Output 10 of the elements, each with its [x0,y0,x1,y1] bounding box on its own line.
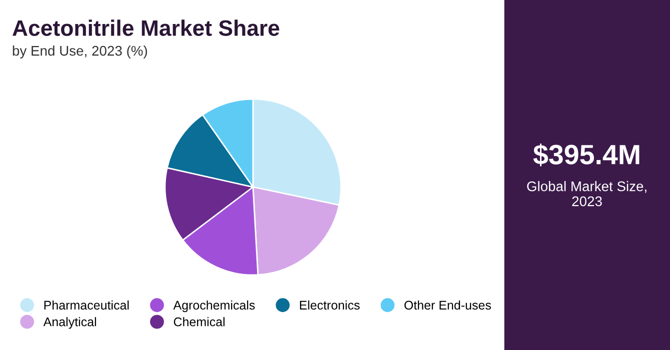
legend-label: Chemical [174,317,225,326]
legend-label: Analytical [43,317,96,329]
legend-label: Agrochemicals [173,300,255,312]
legend-label: Pharmaceutical [44,300,129,310]
text: Global Market Size, 2023 [527,181,646,206]
text: $395.4M [533,144,640,166]
chart-subtitle: by End Use, 2023 (%) [12,46,148,58]
legend-label: Other End-uses [404,300,491,310]
legend-label: Electronics [300,300,360,310]
chart-title: Acetonitrile Market Share [12,20,280,36]
